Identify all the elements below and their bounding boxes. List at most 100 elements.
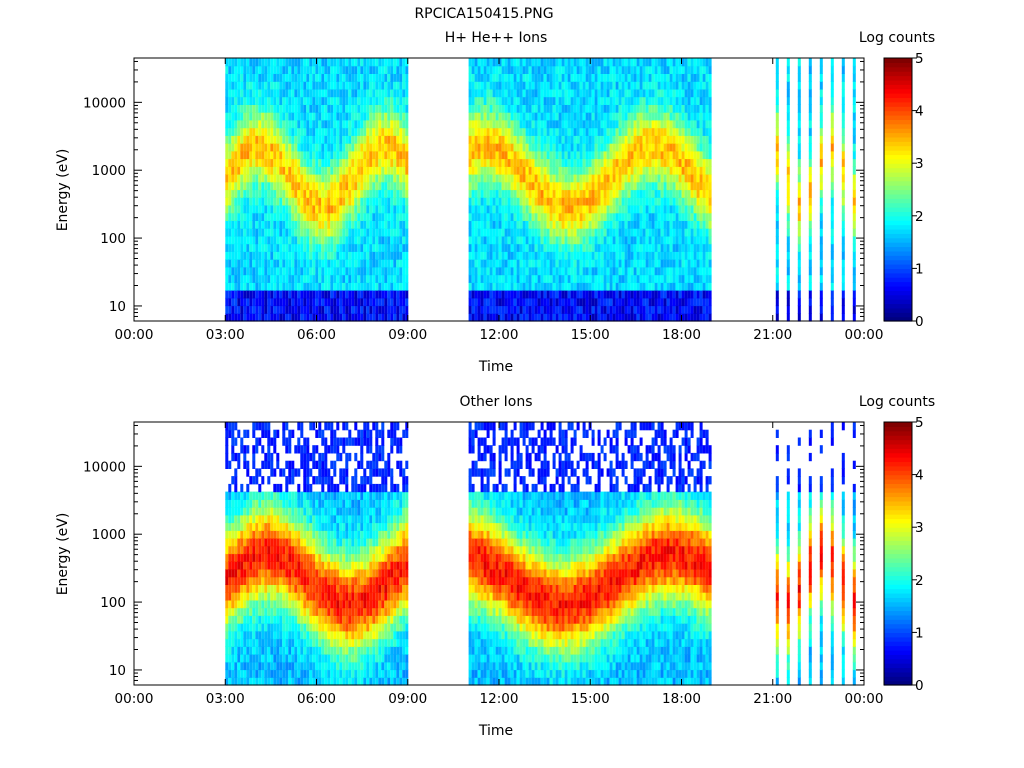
heatmap-cell [387,127,391,136]
heatmap-cell [582,88,586,98]
heatmap-cell [510,259,514,268]
heatmap-cell [258,73,262,82]
heatmap-cell [633,112,637,121]
heatmap-cell [645,197,649,206]
heatmap-cell [351,235,355,245]
heatmap-cell [255,220,259,229]
heatmap-cell [549,251,553,260]
heatmap-cell [369,266,373,276]
heatmap-cell [468,282,472,291]
heatmap-cell [651,143,655,152]
heatmap-cell [471,174,475,183]
heatmap-cell [534,220,538,229]
heatmap-cell [705,119,709,129]
heatmap-cell [594,205,598,214]
heatmap-cell [507,81,511,90]
heatmap-cell [621,189,625,198]
heatmap-cell [666,81,670,90]
heatmap-cell [378,174,382,183]
heatmap-cell [606,135,610,144]
heatmap-column [483,58,487,322]
heatmap-cell [255,135,259,144]
heatmap-cell [318,104,322,113]
heatmap-cell [294,127,298,136]
heatmap-cell [555,212,559,221]
heatmap-cell [627,243,631,252]
heatmap-cell [390,150,394,160]
heatmap-cell [660,305,664,314]
heatmap-cell [474,143,478,152]
heatmap-cell [594,65,598,74]
heatmap-cell [705,127,709,136]
heatmap-cell [579,189,583,198]
heatmap-cell [519,189,523,198]
heatmap-cell [393,266,397,276]
heatmap-cell [333,274,337,283]
heatmap-cell [324,135,328,144]
heatmap-cell [228,112,232,121]
heatmap-cell [468,228,472,237]
heatmap-cell [534,81,538,90]
heatmap-cell [594,119,598,129]
heatmap-cell [624,290,628,299]
heatmap-cell [516,235,520,245]
heatmap-cell [549,305,553,314]
heatmap-cell [243,220,247,229]
heatmap-cell [681,243,685,252]
heatmap-cell [588,228,592,237]
heatmap-cell [549,274,553,283]
heatmap-cell [297,189,301,198]
heatmap-cell [324,150,328,160]
heatmap-cell [681,127,685,136]
heatmap-cell [261,305,265,314]
heatmap-cell [684,274,688,283]
heatmap-cell [687,158,691,167]
heatmap-cell [225,127,229,136]
heatmap-cell [390,166,394,175]
heatmap-cell [489,235,493,245]
heatmap-cell [663,104,667,113]
heatmap-cell [333,112,337,121]
heatmap-cell [657,220,661,229]
heatmap-cell [288,243,292,252]
heatmap-cell [285,266,289,276]
heatmap-cell [468,305,472,314]
heatmap-cell [258,313,262,322]
heatmap-cell [582,212,586,221]
heatmap-cell [600,251,604,260]
heatmap-cell [315,197,319,206]
heatmap-cell [630,166,634,175]
heatmap-cell [582,259,586,268]
heatmap-cell [357,127,361,136]
heatmap-cell [582,174,586,183]
heatmap-cell [775,205,779,214]
heatmap-cell [291,58,295,67]
heatmap-cell [498,205,502,214]
heatmap-cell [525,65,529,74]
heatmap-cell [261,65,265,74]
heatmap-cell [399,58,403,67]
heatmap-cell [468,58,472,67]
heatmap-cell [480,243,484,252]
heatmap-column [279,58,283,322]
heatmap-cell [237,212,241,221]
heatmap-cell [348,150,352,160]
heatmap-cell [492,81,496,90]
heatmap-cell [396,166,400,175]
heatmap-cell [291,150,295,160]
heatmap-cell [225,65,229,74]
heatmap-cell [597,251,601,260]
heatmap-cell [330,96,334,105]
heatmap-cell [702,112,706,121]
heatmap-cell [372,290,376,299]
heatmap-cell [237,181,241,191]
file-title: RPCICA150415.PNG [414,6,553,22]
heatmap-cell [561,104,565,113]
heatmap-cell [693,205,697,214]
heatmap-cell [564,282,568,291]
heatmap-cell [513,166,517,175]
heatmap-cell [405,297,409,307]
heatmap-cell [531,158,535,167]
heatmap-cell [285,166,289,175]
heatmap-cell [327,259,331,268]
